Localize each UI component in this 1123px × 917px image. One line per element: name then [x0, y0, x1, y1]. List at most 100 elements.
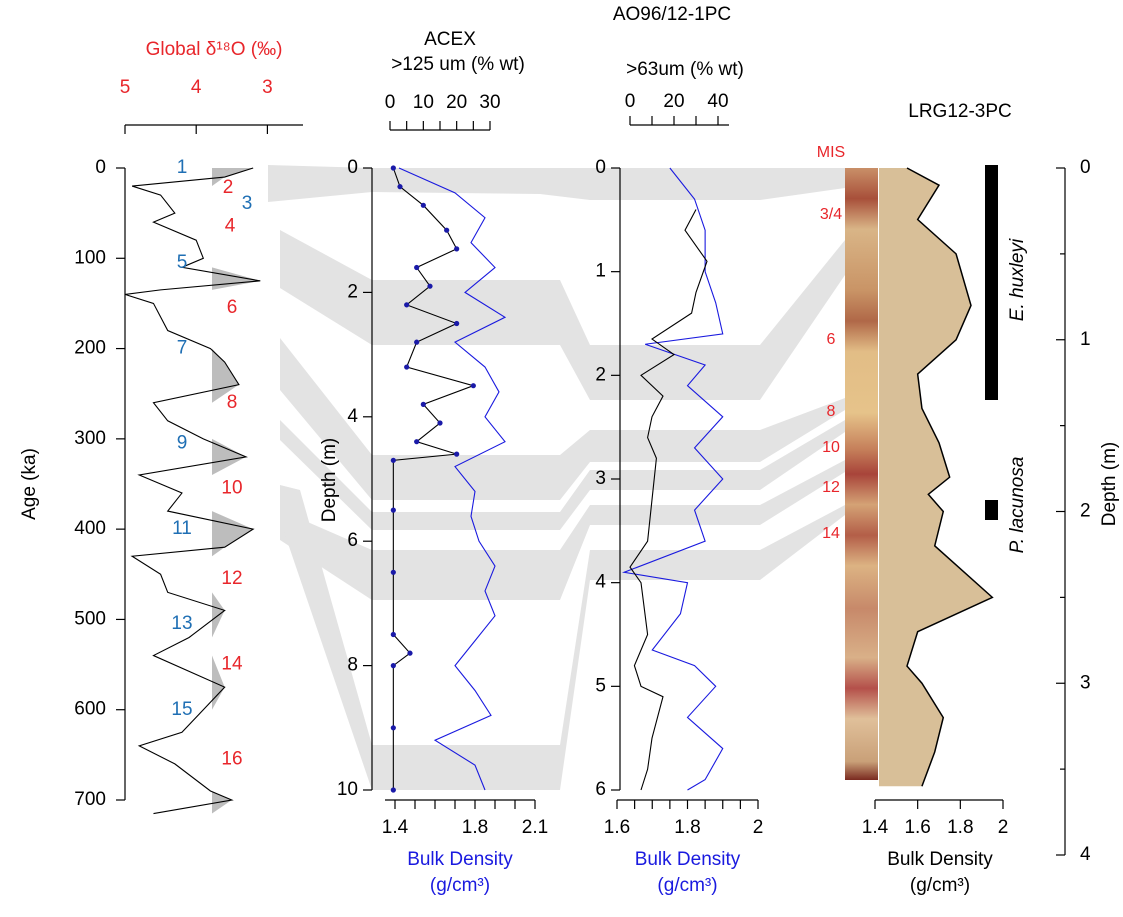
mis-label: 12	[221, 568, 242, 589]
x-tick-label: 2	[998, 817, 1009, 838]
y-tick-label: 3	[595, 468, 606, 489]
coarse-fraction-point	[420, 401, 426, 407]
d18o-line	[124, 167, 261, 815]
coarse-fraction-point	[404, 302, 410, 308]
top-axis-title: >63um (% wt)	[626, 59, 744, 80]
x-tick-label: 0	[625, 91, 636, 112]
x-axis-label: Bulk Density	[407, 849, 513, 870]
mis-label: 8	[827, 403, 836, 420]
x-tick-label: 1.4	[862, 817, 889, 838]
mis-label: 10	[221, 478, 242, 499]
mis-label: 14	[822, 525, 840, 542]
x-tick-label: 0	[385, 92, 396, 113]
x-tick-label: 20	[446, 92, 467, 113]
coarse-fraction-point	[390, 663, 396, 669]
y-tick-label: 300	[74, 428, 106, 449]
mis-label: 7	[177, 338, 188, 359]
x-axis-units: (g/cm³)	[657, 875, 717, 896]
coarse-fraction-line	[392, 167, 476, 790]
coarse-fraction-point	[390, 787, 396, 793]
coarse-fraction-point	[454, 451, 460, 457]
coarse-fraction-point	[390, 507, 396, 513]
x-tick-label: 30	[479, 92, 500, 113]
zone-bar	[985, 165, 998, 400]
mis-label: 10	[822, 439, 840, 456]
mis-label: 3	[242, 193, 253, 214]
coarse-fraction-point	[454, 320, 460, 327]
x-tick-label: 2	[753, 817, 764, 838]
bulk-density-line	[906, 167, 994, 787]
x-tick-label: 3	[262, 77, 273, 98]
mis-label: 15	[171, 699, 192, 720]
y-tick-label: 2	[595, 364, 606, 385]
mis-label: 1	[177, 157, 188, 178]
x-tick-label: 10	[413, 92, 434, 113]
coarse-fraction-point	[444, 227, 450, 233]
mis-label: 2	[223, 177, 234, 198]
y-tick-label: 500	[74, 608, 106, 629]
x-tick-label: 20	[663, 91, 684, 112]
coarse-fraction-point	[414, 439, 420, 445]
y-tick-label: 3	[1080, 672, 1091, 693]
y-tick-label: 5	[595, 675, 606, 696]
x-tick-label: 1.8	[462, 817, 488, 838]
y-axis-label: Age (ka)	[19, 448, 40, 520]
y-tick-label: 4	[1080, 844, 1091, 865]
mis-label: 12	[822, 479, 840, 496]
x-axis-label: Bulk Density	[635, 849, 741, 870]
coarse-fraction-point	[414, 264, 420, 271]
panel-title: LRG12-3PC	[908, 101, 1012, 122]
coarse-fraction-point	[390, 457, 396, 463]
y-tick-label: 600	[74, 699, 106, 720]
x-axis-units: (g/cm³)	[910, 875, 970, 896]
top-axis-title: Global δ¹⁸O (‰)	[146, 39, 283, 60]
coarse-fraction-point	[420, 202, 426, 208]
coarse-fraction-point	[390, 725, 396, 731]
mis-label: 8	[227, 392, 238, 413]
coarse-fraction-line	[629, 209, 708, 791]
x-axis-label: Bulk Density	[887, 849, 993, 870]
x-tick-label: 40	[707, 91, 728, 112]
y-tick-label: 200	[74, 338, 106, 359]
y-tick-label: 100	[74, 247, 106, 268]
zone-label: P. lacunosa	[1007, 457, 1028, 554]
coarse-fraction-point	[414, 339, 420, 345]
mis-label: 16	[221, 748, 242, 769]
y-tick-label: 0	[347, 157, 358, 178]
mis-label: 11	[172, 518, 192, 539]
x-axis-units: (g/cm³)	[430, 875, 490, 896]
mis-label: 14	[221, 654, 243, 675]
coarse-fraction-point	[454, 246, 460, 252]
coarse-fraction-point	[470, 383, 476, 389]
x-tick-label: 4	[191, 77, 202, 98]
coarse-fraction-point	[390, 569, 396, 575]
x-tick-label: 1.6	[904, 817, 930, 838]
x-tick-label: 1.4	[382, 817, 409, 838]
coarse-fraction-point	[397, 184, 403, 190]
coarse-fraction-point	[390, 631, 396, 638]
y-tick-label: 2	[1080, 501, 1091, 522]
panel-title: AO96/12-1PC	[613, 4, 731, 25]
y-tick-label: 1	[595, 261, 606, 282]
y-tick-label: 1	[1080, 329, 1091, 350]
correlation-bands	[268, 165, 845, 790]
zone-label: E. huxleyi	[1007, 238, 1028, 321]
mis-label: 4	[225, 216, 236, 237]
y-tick-label: 0	[1080, 157, 1091, 178]
core-image	[845, 168, 878, 780]
top-axis-title: >125 um (% wt)	[391, 54, 525, 75]
y-tick-label: 10	[337, 779, 358, 800]
x-tick-label: 2.1	[522, 817, 548, 838]
mis-label: 5	[177, 252, 188, 273]
mis-label: 13	[171, 613, 192, 634]
y-tick-label: 4	[595, 572, 606, 593]
y-tick-label: 0	[595, 157, 606, 178]
y-tick-label: 6	[347, 530, 358, 551]
y-tick-label: 4	[347, 406, 358, 427]
mis-label: 6	[827, 331, 836, 348]
y-tick-label: 700	[74, 789, 106, 810]
y-tick-label: 0	[95, 157, 106, 178]
y-tick-label: 2	[347, 281, 358, 302]
y-axis-label: Depth (m)	[319, 438, 340, 522]
mis-label: 3/4	[820, 206, 842, 223]
